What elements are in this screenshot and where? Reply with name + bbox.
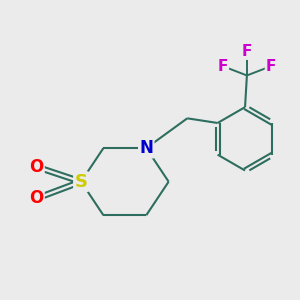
Text: S: S: [74, 173, 88, 191]
Text: F: F: [266, 58, 276, 74]
Text: F: F: [242, 44, 252, 59]
Text: F: F: [218, 58, 228, 74]
Text: O: O: [29, 158, 44, 176]
Text: N: N: [139, 139, 153, 157]
Text: O: O: [29, 190, 44, 208]
